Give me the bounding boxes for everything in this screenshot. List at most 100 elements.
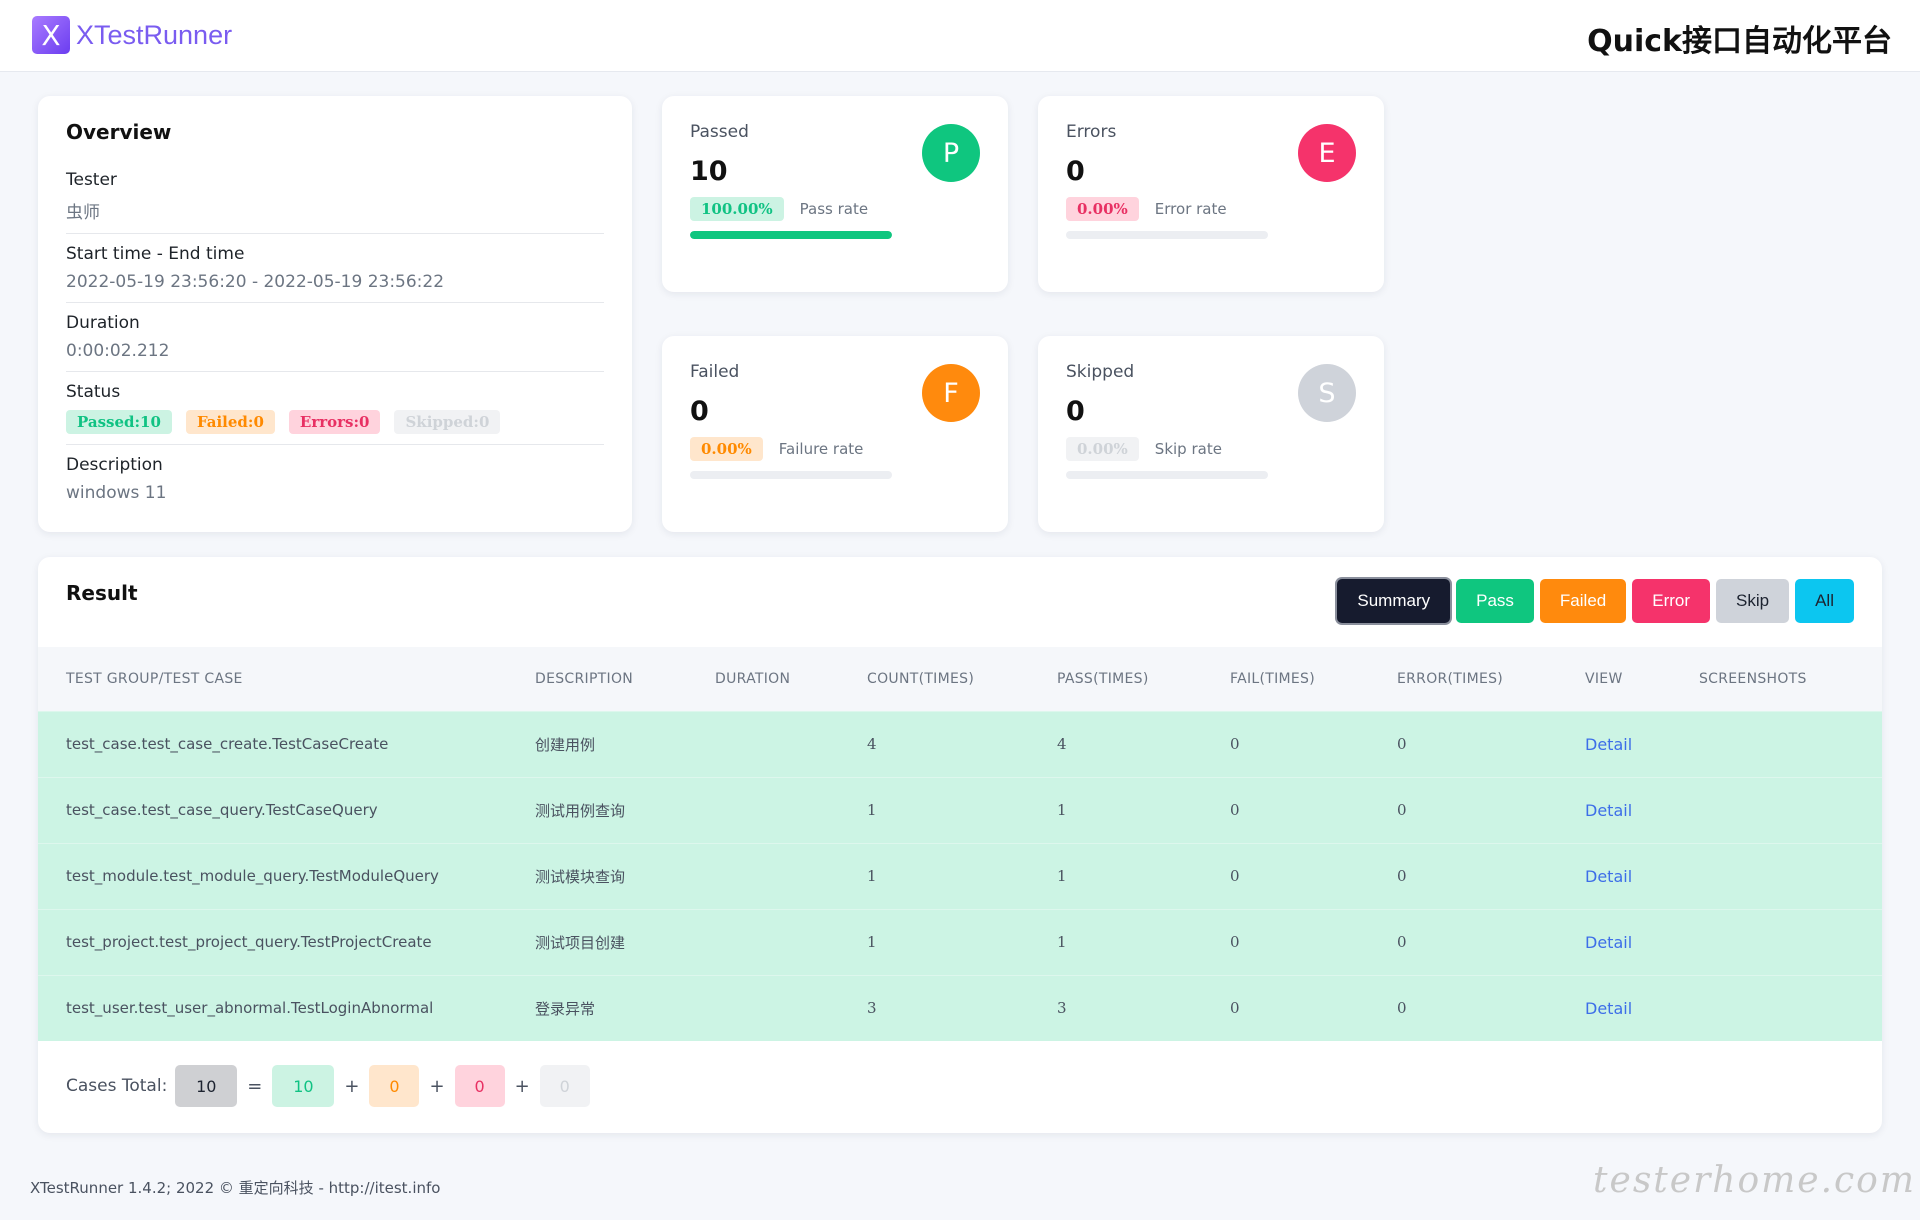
status-badges: Passed:10 Failed:0 Errors:0 Skipped:0 xyxy=(66,410,604,434)
test-case-name: test_case.test_case_query.TestCaseQuery xyxy=(66,801,378,819)
test-duration xyxy=(715,843,867,909)
error-rate-line: 0.00% Error rate xyxy=(1066,197,1356,221)
description-value: windows 11 xyxy=(66,483,167,503)
count-cell: 1 xyxy=(867,933,877,951)
test-case-name: test_project.test_project_query.TestProj… xyxy=(66,933,432,951)
fail-cell: 0 xyxy=(1230,735,1240,753)
plus-sign: + xyxy=(344,1075,360,1097)
count-cell: 1 xyxy=(867,801,877,819)
logo-mark: X xyxy=(32,16,70,54)
description-label: Description xyxy=(66,455,163,475)
error-rate-value: 0.00% xyxy=(1066,197,1139,221)
test-description: 测试项目创建 xyxy=(535,933,626,952)
detail-link[interactable]: Detail xyxy=(1585,734,1633,754)
view-cell: Detail xyxy=(1585,975,1699,1041)
result-table: TEST GROUP/TEST CASE DESCRIPTION DURATIO… xyxy=(38,647,1882,1041)
test-description: 创建用例 xyxy=(535,735,596,754)
app-name: XTestRunner xyxy=(76,19,233,50)
table-row: test_user.test_user_abnormal.TestLoginAb… xyxy=(38,975,1882,1041)
screenshots-cell xyxy=(1699,843,1882,909)
test-description: 登录异常 xyxy=(535,999,596,1018)
failed-card: Failed 0 F 0.00% Failure rate xyxy=(662,336,1008,532)
errors-label: Errors xyxy=(1066,122,1117,142)
error-filter-button[interactable]: Error xyxy=(1632,579,1711,623)
skip-rate-line: 0.00% Skip rate xyxy=(1066,437,1356,461)
detail-link[interactable]: Detail xyxy=(1585,998,1633,1018)
overview-card: Overview Tester 虫师 Start time - End time… xyxy=(38,96,632,532)
skip-rate-value: 0.00% xyxy=(1066,437,1139,461)
time-label: Start time - End time xyxy=(66,244,245,264)
failed-label: Failed xyxy=(690,362,740,382)
skip-rate-label: Skip rate xyxy=(1154,440,1222,458)
overview-title: Overview xyxy=(66,120,172,144)
footer: XTestRunner 1.4.2; 2022 © 重定向科技 - http:/… xyxy=(30,1179,441,1197)
result-title: Result xyxy=(66,581,138,605)
cases-total-label: Cases Total: xyxy=(66,1076,168,1096)
errors-card: Errors 0 E 0.00% Error rate xyxy=(1038,96,1384,292)
fail-cell: 0 xyxy=(1230,801,1240,819)
failed-filter-button[interactable]: Failed xyxy=(1539,579,1627,623)
watermark: testerhome.com xyxy=(1593,1160,1916,1201)
failure-rate-bar xyxy=(690,471,892,479)
pass-cell: 1 xyxy=(1057,867,1067,885)
failed-total-box: 0 xyxy=(369,1065,420,1107)
app-logo[interactable]: X XTestRunner xyxy=(32,16,232,54)
error-cell: 0 xyxy=(1397,933,1407,951)
time-value: 2022-05-19 23:56:20 - 2022-05-19 23:56:2… xyxy=(66,272,445,292)
col-error: ERROR(TIMES) xyxy=(1397,670,1504,687)
duration-label: Duration xyxy=(66,313,140,333)
col-test-case: TEST GROUP/TEST CASE xyxy=(66,670,243,687)
errors-count: 0 xyxy=(1066,156,1085,187)
pass-rate-value: 100.00% xyxy=(690,197,784,221)
summary-button[interactable]: Summary xyxy=(1337,579,1451,623)
test-duration xyxy=(715,711,867,777)
all-filter-button[interactable]: All xyxy=(1795,579,1854,623)
time-row: Start time - End time 2022-05-19 23:56:2… xyxy=(66,234,604,303)
test-case-name: test_module.test_module_query.TestModule… xyxy=(66,867,439,885)
col-duration: DURATION xyxy=(715,670,791,687)
tester-row: Tester 虫师 xyxy=(66,160,604,234)
skip-rate-bar xyxy=(1066,471,1268,479)
failure-rate-value: 0.00% xyxy=(690,437,763,461)
cases-total: Cases Total: 10 = 10 + 0 + 0 + 0 xyxy=(66,1065,590,1107)
error-rate-label: Error rate xyxy=(1154,200,1227,218)
passed-count: 10 xyxy=(690,156,728,187)
total-count-box: 10 xyxy=(175,1065,238,1107)
test-case-name: test_case.test_case_create.TestCaseCreat… xyxy=(66,735,389,753)
errors-icon: E xyxy=(1298,124,1356,182)
pass-rate-fill xyxy=(690,231,892,239)
tester-label: Tester xyxy=(66,170,117,190)
error-cell: 0 xyxy=(1397,801,1407,819)
detail-link[interactable]: Detail xyxy=(1585,800,1633,820)
plus-sign: + xyxy=(429,1075,445,1097)
test-duration xyxy=(715,777,867,843)
col-screenshots: SCREENSHOTS xyxy=(1699,670,1807,687)
fail-cell: 0 xyxy=(1230,999,1240,1018)
skipped-total-box: 0 xyxy=(539,1065,590,1107)
test-description: 测试模块查询 xyxy=(535,867,626,886)
detail-link[interactable]: Detail xyxy=(1585,866,1633,886)
failed-icon: F xyxy=(922,364,980,422)
failure-rate-label: Failure rate xyxy=(778,440,864,458)
filter-buttons: Summary Pass Failed Error Skip All xyxy=(1337,579,1854,623)
skip-filter-button[interactable]: Skip xyxy=(1716,579,1790,623)
count-cell: 1 xyxy=(867,867,877,885)
fail-cell: 0 xyxy=(1230,933,1240,951)
pass-cell: 1 xyxy=(1057,801,1067,819)
tester-value: 虫师 xyxy=(66,203,100,223)
skipped-count: 0 xyxy=(1066,396,1085,427)
pass-cell: 4 xyxy=(1057,735,1067,753)
error-cell: 0 xyxy=(1397,735,1407,753)
screenshots-cell xyxy=(1699,975,1882,1041)
failed-count: 0 xyxy=(690,396,709,427)
failure-rate-line: 0.00% Failure rate xyxy=(690,437,980,461)
skipped-label: Skipped xyxy=(1066,362,1135,382)
plus-sign: + xyxy=(514,1075,530,1097)
passed-badge: Passed:10 xyxy=(66,410,172,434)
col-description: DESCRIPTION xyxy=(535,670,634,687)
pass-filter-button[interactable]: Pass xyxy=(1456,579,1534,623)
detail-link[interactable]: Detail xyxy=(1585,932,1633,952)
col-fail: FAIL(TIMES) xyxy=(1230,670,1315,687)
passed-total-box: 10 xyxy=(272,1065,335,1107)
view-cell: Detail xyxy=(1585,843,1699,909)
